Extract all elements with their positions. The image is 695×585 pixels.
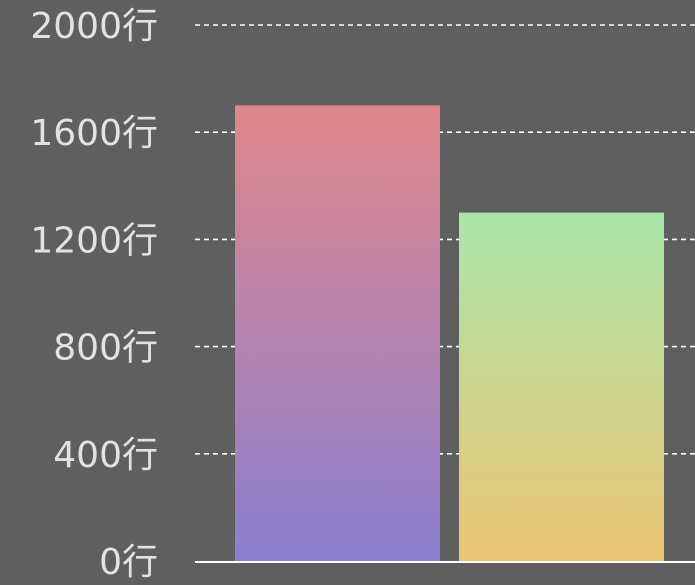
- bar-1: [235, 105, 440, 562]
- y-tick-label: 0行: [99, 542, 158, 583]
- bar-2: [459, 212, 664, 561]
- y-axis-tick-labels: 0行 400行 800行 1200行 1600行 2000行: [30, 6, 158, 583]
- bars: [235, 105, 664, 562]
- y-tick-label: 1600行: [30, 113, 158, 154]
- y-tick-label: 1200行: [30, 220, 158, 261]
- y-tick-label: 400行: [53, 435, 158, 476]
- y-tick-label: 800行: [53, 328, 158, 369]
- y-tick-label: 2000行: [30, 6, 158, 47]
